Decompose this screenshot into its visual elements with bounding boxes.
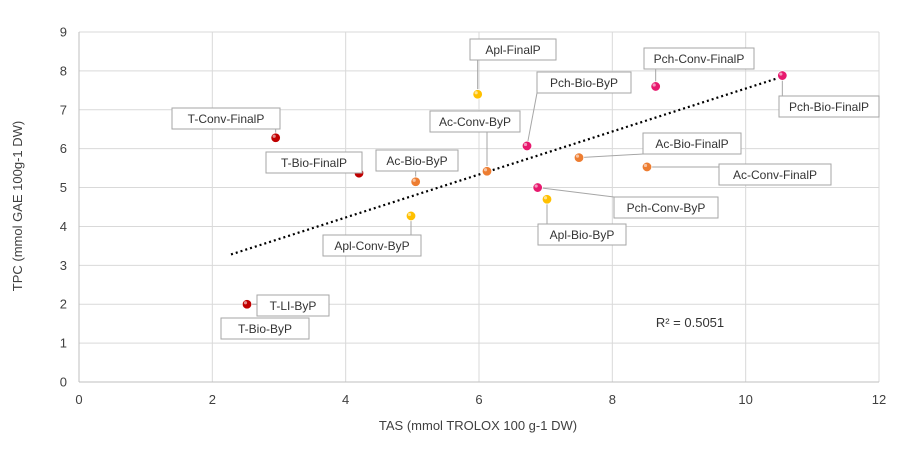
- data-point[interactable]: [573, 152, 585, 163]
- y-tick-label: 7: [60, 102, 67, 117]
- x-tick-label: 6: [475, 392, 482, 407]
- point-highlight: [474, 91, 478, 95]
- data-label-box: [429, 110, 521, 133]
- data-label-box: [643, 47, 755, 70]
- data-point[interactable]: [270, 132, 281, 143]
- x-axis-title: TAS (mmol TROLOX 100 g-1 DW): [379, 418, 577, 433]
- r-squared-label: R² = 0.5051: [656, 315, 724, 330]
- leader-line: [526, 92, 538, 147]
- data-label-box: [536, 71, 632, 94]
- data-label-box: [256, 294, 330, 317]
- data-label: T-Conv-FinalP: [188, 112, 265, 126]
- data-point[interactable]: [521, 140, 533, 152]
- data-point[interactable]: [650, 81, 661, 92]
- data-point[interactable]: [541, 194, 553, 205]
- data-label-box: [537, 223, 627, 246]
- data-label: T-Bio-FinalP: [281, 156, 347, 170]
- point-highlight: [412, 178, 416, 182]
- data-label: Ac-Bio-ByP: [386, 154, 447, 168]
- data-label-box: [613, 196, 719, 219]
- data-point[interactable]: [777, 70, 788, 81]
- point-highlight: [543, 196, 548, 200]
- data-label: T-Bio-ByP: [238, 322, 292, 336]
- y-tick-label: 9: [60, 25, 67, 40]
- data-point[interactable]: [641, 161, 653, 173]
- data-point[interactable]: [405, 210, 417, 222]
- y-tick-label: 6: [60, 141, 67, 156]
- point-highlight: [483, 168, 488, 172]
- data-label: T-LI-ByP: [270, 299, 317, 313]
- data-label: Apl-Bio-ByP: [550, 228, 615, 242]
- data-point[interactable]: [410, 176, 421, 187]
- leader-line: [537, 187, 615, 198]
- y-tick-label: 3: [60, 258, 67, 273]
- data-labels: T-Bio-ByP T-LI-ByP T-Conv-FinalP T-Bio-Fina…: [171, 38, 880, 340]
- data-point[interactable]: [532, 182, 543, 193]
- x-tick-label: 2: [209, 392, 216, 407]
- data-label: Pch-Bio-ByP: [550, 76, 618, 90]
- data-label: Ac-Conv-FinalP: [733, 168, 817, 182]
- y-axis-title: TPC (mmol GAE 100g-1 DW): [10, 121, 25, 291]
- data-label: Pch-Conv-ByP: [627, 201, 706, 215]
- data-point[interactable]: [472, 89, 483, 100]
- y-tick-label: 1: [60, 336, 67, 351]
- x-tick-label: 10: [738, 392, 752, 407]
- data-point[interactable]: [241, 299, 253, 310]
- y-tick-label: 5: [60, 180, 67, 195]
- data-label: Ac-Conv-ByP: [439, 115, 511, 129]
- leader-line: [578, 153, 644, 159]
- data-label: Apl-FinalP: [485, 43, 540, 57]
- data-label-box: [322, 234, 422, 257]
- data-label-box: [642, 132, 742, 155]
- data-label-box: [469, 38, 557, 61]
- data-label-box: [171, 107, 281, 130]
- y-tick-label: 2: [60, 297, 67, 312]
- point-highlight: [652, 83, 656, 87]
- trendline-layer: [230, 75, 783, 256]
- y-tick-label: 4: [60, 219, 67, 234]
- point-highlight: [779, 72, 783, 76]
- point-highlight: [643, 163, 648, 168]
- data-label: Apl-Conv-ByP: [334, 239, 409, 253]
- data-label-box: [220, 317, 310, 340]
- data-label-box: [375, 149, 459, 172]
- data-point[interactable]: [481, 166, 493, 177]
- point-highlight: [243, 301, 248, 305]
- data-label: Ac-Bio-FinalP: [655, 137, 728, 151]
- y-tick-label: 8: [60, 63, 67, 78]
- data-label: Pch-Conv-FinalP: [654, 52, 745, 66]
- data-label: Pch-Bio-FinalP: [789, 100, 869, 114]
- x-tick-label: 8: [609, 392, 616, 407]
- x-tick-label: 12: [872, 392, 886, 407]
- point-highlight: [523, 142, 528, 147]
- leader-lines: [247, 60, 783, 305]
- data-label-box: [718, 163, 832, 186]
- x-tick-label: 0: [75, 392, 82, 407]
- point-highlight: [407, 212, 412, 217]
- point-highlight: [272, 134, 276, 138]
- data-label-box: [778, 95, 880, 118]
- y-tick-label: 0: [60, 375, 67, 390]
- grid-lines: [79, 31, 880, 382]
- point-highlight: [534, 184, 538, 188]
- trendline: [230, 75, 783, 256]
- point-highlight: [575, 154, 580, 158]
- data-label-box: [265, 151, 363, 174]
- x-tick-label: 4: [342, 392, 349, 407]
